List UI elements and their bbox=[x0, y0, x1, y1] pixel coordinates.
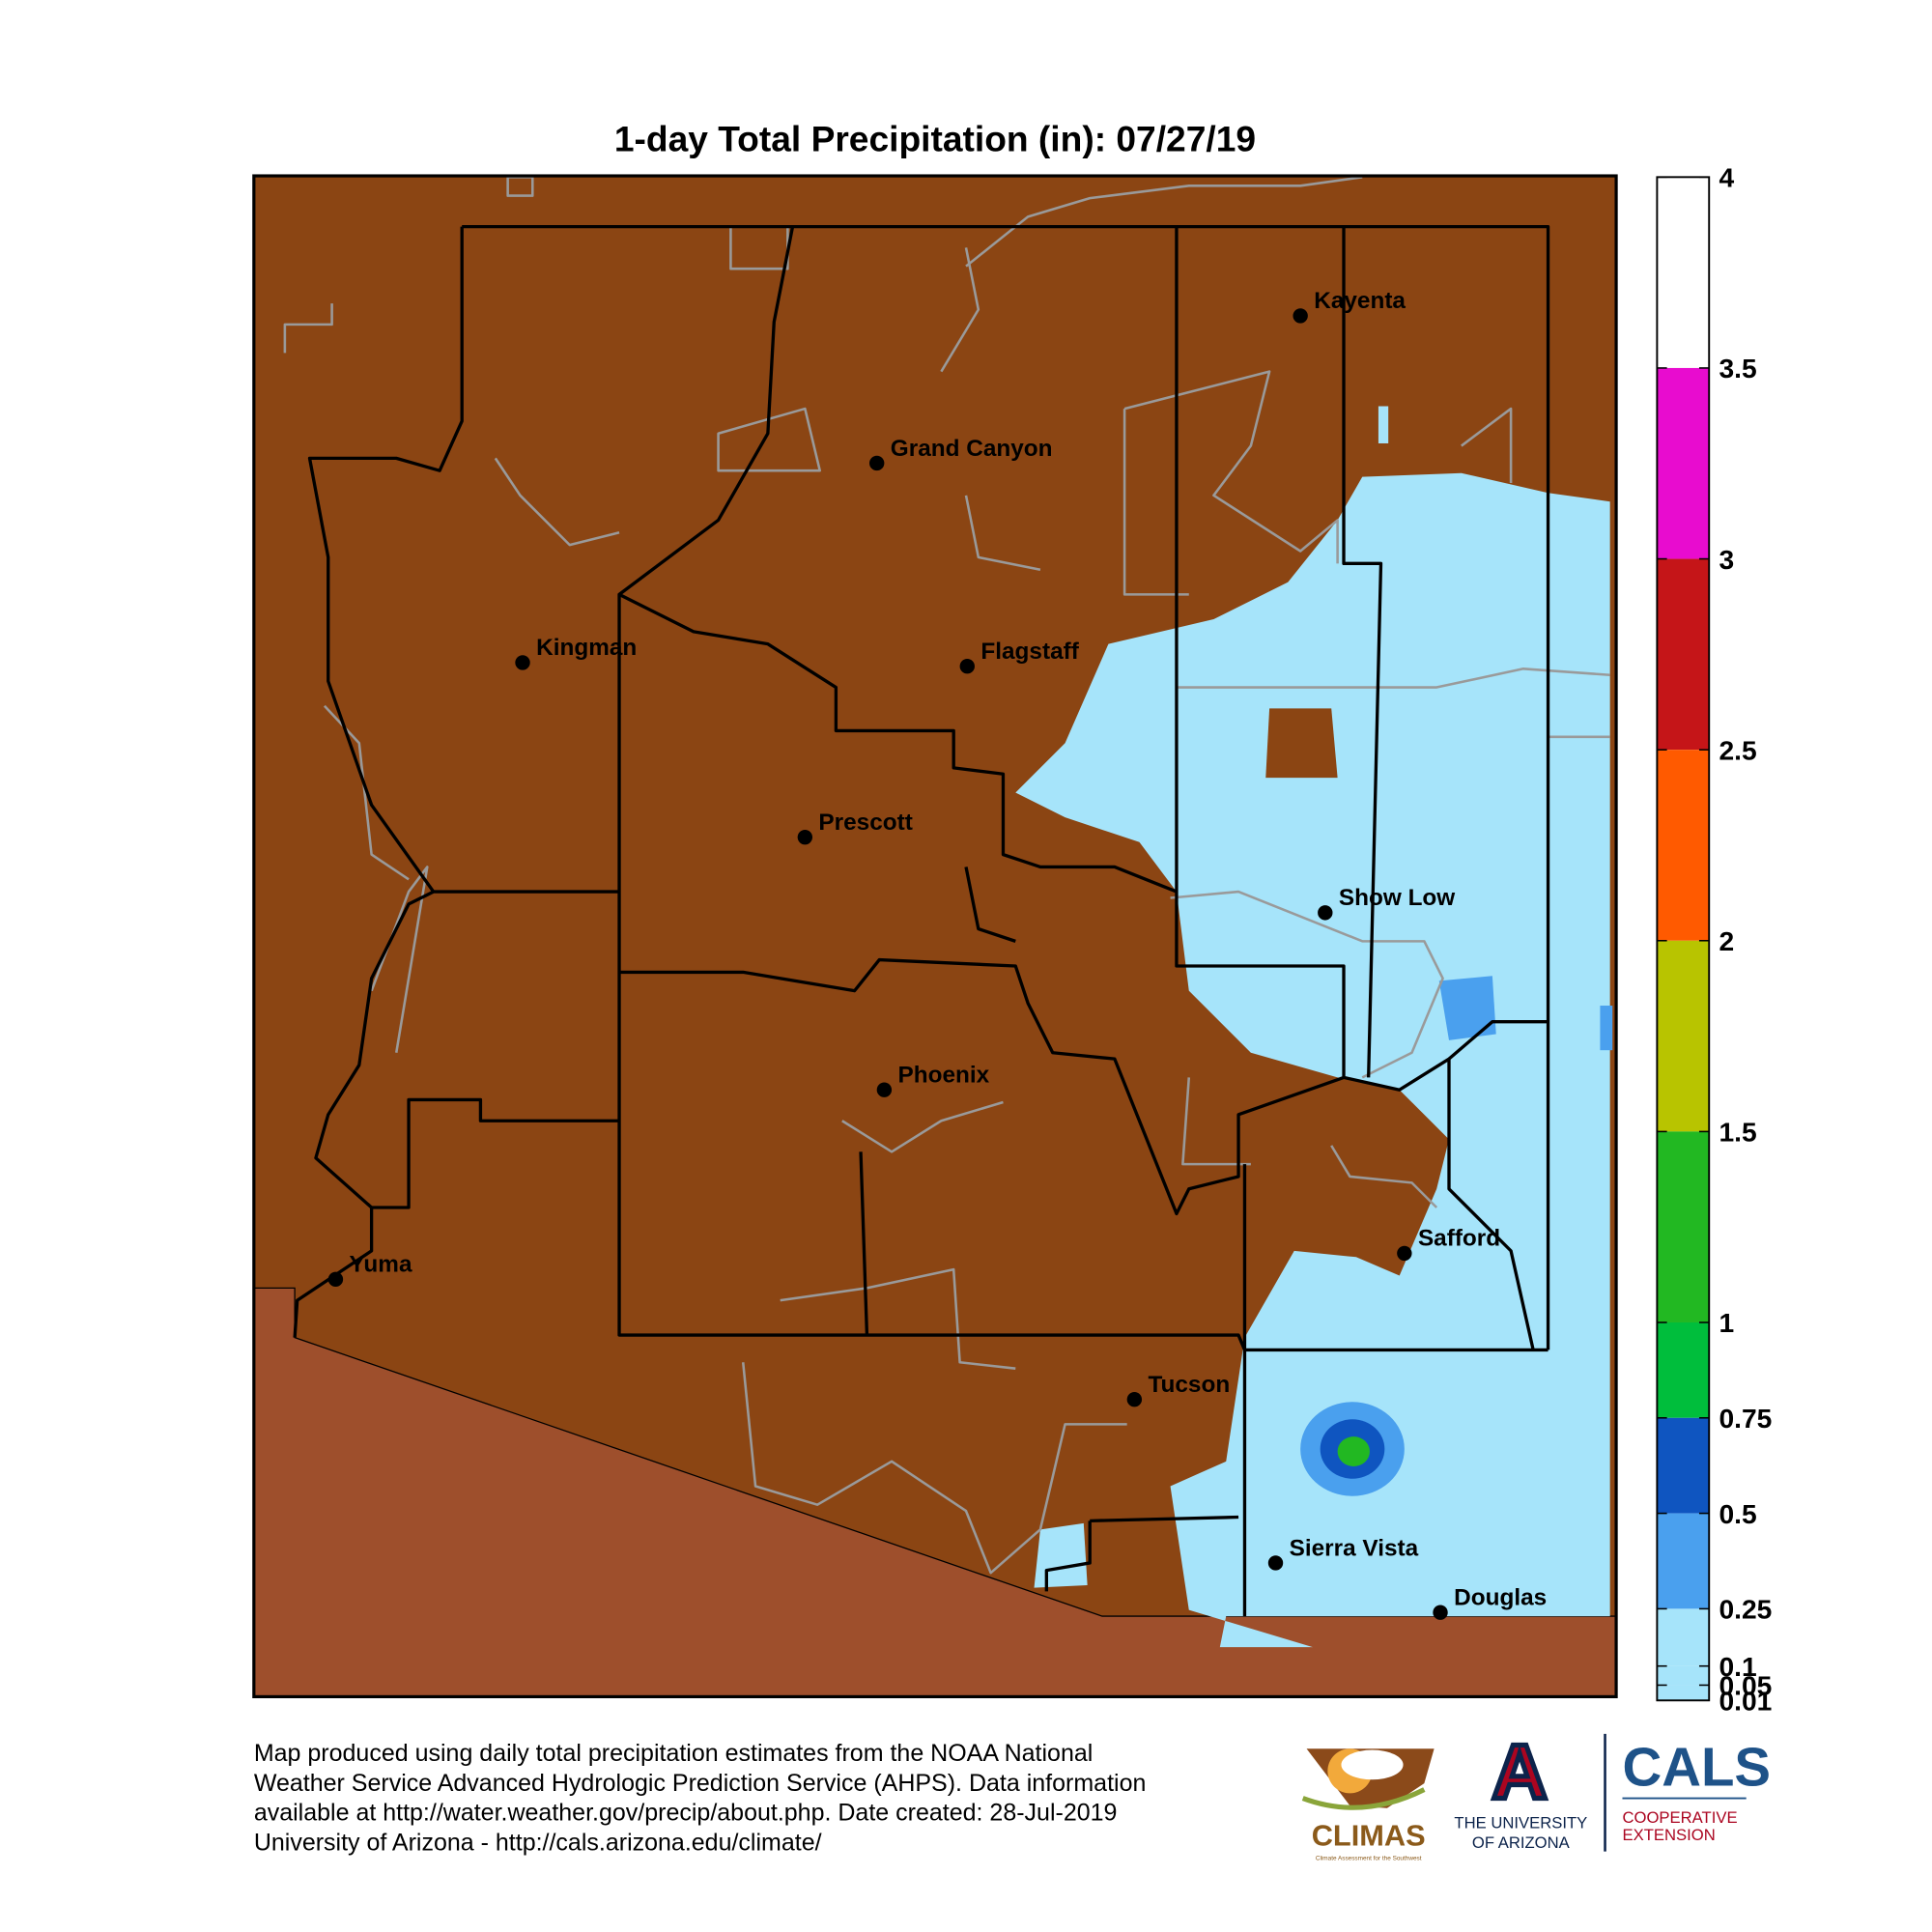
colorbar-band bbox=[1657, 1685, 1710, 1701]
colorbar-band bbox=[1657, 558, 1710, 751]
colorbar-label: 0.1 bbox=[1719, 1651, 1756, 1682]
colorbar-label: 0.05 bbox=[1719, 1670, 1772, 1701]
city-label: Flagstaff bbox=[980, 639, 1079, 665]
city-label: Kingman bbox=[536, 635, 637, 661]
colorbar-band bbox=[1657, 367, 1710, 559]
ua-text: THE UNIVERSITY bbox=[1454, 1813, 1587, 1832]
land-boundaries bbox=[283, 176, 1610, 1575]
city-dot bbox=[1318, 905, 1333, 921]
climas-text: CLIMAS bbox=[1312, 1818, 1426, 1852]
precip-area bbox=[1015, 406, 1613, 1648]
city-label: Kayenta bbox=[1314, 288, 1406, 314]
moderate-rain bbox=[1600, 1006, 1613, 1051]
map-title: 1-day Total Precipitation (in): 07/27/19 bbox=[614, 118, 1256, 158]
light-rain bbox=[1015, 472, 1610, 1648]
city-dot bbox=[869, 455, 885, 471]
city-label: Show Low bbox=[1339, 885, 1455, 911]
climas-logo: CLIMAS Climate Assessment for the Southw… bbox=[1301, 1748, 1435, 1862]
city-dot bbox=[515, 655, 530, 670]
footer-line: Weather Service Advanced Hydrologic Pred… bbox=[254, 1770, 1147, 1797]
moderate-rain bbox=[1438, 976, 1496, 1040]
climas-swoosh bbox=[1301, 1787, 1426, 1810]
light-rain bbox=[1034, 1522, 1088, 1588]
city-dot bbox=[1293, 308, 1308, 324]
ua-text: OF ARIZONA bbox=[1472, 1833, 1571, 1852]
footer-line: Map produced using daily total precipita… bbox=[254, 1740, 1094, 1767]
colorbar-label: 1 bbox=[1719, 1307, 1734, 1338]
city-label: Safford bbox=[1418, 1226, 1500, 1252]
map-frame bbox=[252, 174, 1618, 1699]
city-label: Grand Canyon bbox=[891, 436, 1053, 462]
dry-patch bbox=[1265, 708, 1338, 779]
colorbar: 4 3.5 3 2.5 2 1.5 1 0.75 0.5 0.25 0.10.050.01 bbox=[1656, 162, 1772, 1717]
climas-cloud bbox=[1341, 1749, 1404, 1780]
very-heavy-rain bbox=[1337, 1436, 1370, 1466]
colorbar-frame bbox=[1656, 176, 1711, 1702]
ua-logo: A THE UNIVERSITY OF ARIZONA bbox=[1454, 1726, 1587, 1852]
map: Kayenta Grand Canyon Kingman Flagstaff Presc… bbox=[252, 174, 1618, 1699]
city-label: Phoenix bbox=[897, 1063, 989, 1089]
city-dot bbox=[327, 1271, 344, 1288]
logos: CLIMAS Climate Assessment for the Southw… bbox=[1301, 1726, 1771, 1862]
colorbar-label: 3.5 bbox=[1719, 353, 1756, 384]
colorbar-label: 0.5 bbox=[1719, 1498, 1756, 1529]
colorbar-label: 2.5 bbox=[1719, 734, 1756, 765]
colorbar-label: 4 bbox=[1719, 162, 1734, 193]
footer-line: available at http://water.weather.gov/pr… bbox=[254, 1800, 1118, 1827]
light-rain bbox=[1378, 406, 1389, 443]
city-label: Yuma bbox=[350, 1252, 412, 1278]
climas-subtitle: Climate Assessment for the Southwest bbox=[1316, 1856, 1422, 1862]
colorbar-band bbox=[1657, 1665, 1710, 1686]
city-label: Sierra Vista bbox=[1290, 1535, 1419, 1561]
colorbar-band bbox=[1657, 750, 1710, 941]
city-dot bbox=[1126, 1392, 1143, 1407]
footer: Map produced using daily total precipita… bbox=[254, 1740, 1147, 1856]
colorbar-band bbox=[1657, 177, 1710, 368]
colorbar-band bbox=[1657, 1417, 1710, 1514]
colorbar-label: 3 bbox=[1719, 544, 1734, 575]
city-dot bbox=[876, 1082, 893, 1097]
cals-logo: CALS COOPERATIVE EXTENSION bbox=[1622, 1737, 1771, 1844]
cals-text: CALS bbox=[1622, 1737, 1771, 1798]
city-dot bbox=[1267, 1555, 1284, 1571]
city-dot bbox=[1433, 1605, 1448, 1620]
colorbar-band bbox=[1657, 1321, 1710, 1418]
county-boundaries bbox=[293, 224, 1550, 1617]
cals-subtitle: EXTENSION bbox=[1622, 1826, 1715, 1844]
city-dot bbox=[959, 659, 975, 674]
colorbar-label: 1.5 bbox=[1719, 1117, 1756, 1148]
colorbar-band bbox=[1657, 940, 1710, 1132]
colorbar-label: 2 bbox=[1719, 925, 1734, 956]
colorbar-label: 0.01 bbox=[1719, 1686, 1772, 1717]
ua-mark: A bbox=[1492, 1729, 1547, 1815]
footer-line: University of Arizona - http://cals.ariz… bbox=[254, 1829, 822, 1856]
cals-subtitle: COOPERATIVE bbox=[1622, 1808, 1737, 1827]
colorbar-label: 0.75 bbox=[1719, 1403, 1772, 1434]
city-label: Douglas bbox=[1454, 1585, 1547, 1611]
city-label: Tucson bbox=[1148, 1372, 1230, 1398]
cities: Kayenta Grand Canyon Kingman Flagstaff Presc… bbox=[327, 288, 1547, 1620]
colorbar-band bbox=[1657, 1131, 1710, 1322]
colorbar-band bbox=[1657, 1513, 1710, 1609]
colorbar-band bbox=[1657, 1608, 1710, 1666]
city-dot bbox=[1397, 1245, 1412, 1262]
city-dot bbox=[797, 829, 813, 845]
colorbar-label: 0.25 bbox=[1719, 1594, 1772, 1625]
city-label: Prescott bbox=[818, 810, 912, 836]
